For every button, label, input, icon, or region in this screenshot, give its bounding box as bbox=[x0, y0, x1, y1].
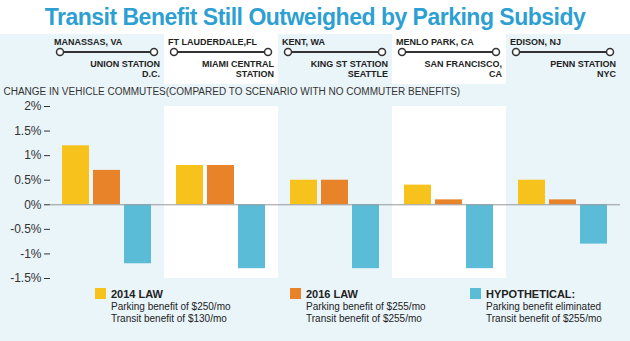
html-text:KING ST STATION SEATTLE: KING ST STATION SEATTLE bbox=[310, 59, 388, 79]
html-text:Parking benefit of $255/mo: Parking benefit of $255/mo bbox=[306, 301, 426, 312]
html-text:Transit benefit of $255/mo: Transit benefit of $255/mo bbox=[486, 313, 602, 324]
svg-text:0.5%: 0.5% bbox=[14, 173, 42, 187]
html-text:2016 LAW: 2016 LAW bbox=[306, 288, 358, 300]
html-text:Transit Benefit Still Outweigh: Transit Benefit Still Outweighed by Park… bbox=[44, 4, 586, 30]
html-text:MIAMI CENTRAL STATION: MIAMI CENTRAL STATION bbox=[202, 59, 274, 79]
html-text:PENN STATION NYC: PENN STATION NYC bbox=[550, 59, 616, 79]
svg-text:1%: 1% bbox=[24, 148, 42, 162]
html-text:Parking benefit of $250/mo: Parking benefit of $250/mo bbox=[111, 301, 231, 312]
html-text:KENT, WA: KENT, WA bbox=[282, 37, 325, 47]
html-text:SAN FRANCISCO, CA: SAN FRANCISCO, CA bbox=[424, 59, 502, 79]
html-text:EDISON, NJ: EDISON, NJ bbox=[510, 37, 561, 47]
svg-text:-1.5%: -1.5% bbox=[10, 271, 42, 284]
html-text:Parking benefit eliminated: Parking benefit eliminated bbox=[486, 301, 602, 312]
html-text:UNION STATION D.C.: UNION STATION D.C. bbox=[90, 59, 160, 79]
svg-text:CHANGE IN VEHICLE COMMUTES(COM: CHANGE IN VEHICLE COMMUTES(COMPARED TO S… bbox=[4, 86, 461, 97]
svg-text:-1%: -1% bbox=[20, 247, 42, 261]
html-text:HYPOTHETICAL:: HYPOTHETICAL: bbox=[486, 288, 576, 300]
html-text:Transit benefit of $130/mo: Transit benefit of $130/mo bbox=[111, 313, 227, 324]
html-text:MANASSAS, VA: MANASSAS, VA bbox=[54, 37, 123, 47]
html-text:Transit benefit of $255/mo: Transit benefit of $255/mo bbox=[306, 313, 422, 324]
html-text:MENLO PARK, CA: MENLO PARK, CA bbox=[396, 37, 474, 47]
svg-text:-0.5%: -0.5% bbox=[10, 222, 42, 236]
svg-text:2%: 2% bbox=[24, 99, 42, 113]
svg-text:1.5%: 1.5% bbox=[14, 124, 42, 138]
html-text:2014 LAW: 2014 LAW bbox=[111, 288, 163, 300]
svg-text:0%: 0% bbox=[24, 198, 42, 212]
html-text:FT LAUDERDALE,FL: FT LAUDERDALE,FL bbox=[168, 37, 257, 47]
